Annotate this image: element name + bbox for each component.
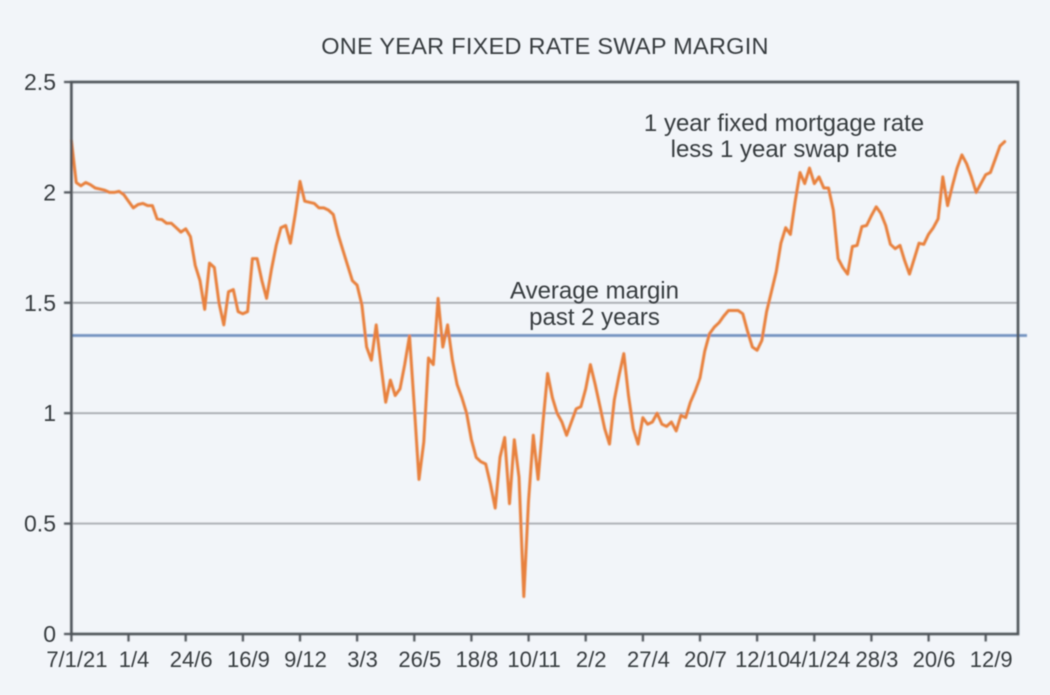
svg-text:18/8: 18/8 <box>455 647 498 672</box>
svg-text:20/7: 20/7 <box>684 647 727 672</box>
svg-text:past 2 years: past 2 years <box>529 304 660 331</box>
svg-text:9/12: 9/12 <box>284 647 327 672</box>
svg-text:28/3: 28/3 <box>855 647 898 672</box>
svg-text:4/1/24: 4/1/24 <box>789 647 850 672</box>
svg-text:3/3: 3/3 <box>347 647 378 672</box>
svg-text:12/9: 12/9 <box>970 647 1013 672</box>
svg-text:27/4: 27/4 <box>627 647 670 672</box>
svg-text:0.5: 0.5 <box>24 511 56 537</box>
svg-text:20/6: 20/6 <box>913 647 956 672</box>
svg-text:1/4: 1/4 <box>119 647 150 672</box>
svg-text:1 year fixed mortgage rate: 1 year fixed mortgage rate <box>644 110 924 137</box>
svg-text:0: 0 <box>43 621 56 647</box>
svg-text:10/11: 10/11 <box>507 647 560 672</box>
svg-text:26/5: 26/5 <box>398 647 441 672</box>
svg-text:1.5: 1.5 <box>24 290 56 316</box>
svg-text:2/2: 2/2 <box>576 647 607 672</box>
svg-text:12/10: 12/10 <box>735 647 790 672</box>
svg-text:less 1 year swap rate: less 1 year swap rate <box>671 136 898 163</box>
svg-text:1: 1 <box>43 400 56 426</box>
svg-text:Average margin: Average margin <box>510 278 679 305</box>
svg-text:24/6: 24/6 <box>170 647 213 672</box>
svg-text:2: 2 <box>43 179 56 205</box>
svg-text:ONE YEAR FIXED RATE SWAP MARGI: ONE YEAR FIXED RATE SWAP MARGIN <box>321 33 769 59</box>
svg-text:7/1/21: 7/1/21 <box>46 647 107 672</box>
svg-text:2.5: 2.5 <box>24 69 56 95</box>
svg-text:16/9: 16/9 <box>227 647 270 672</box>
